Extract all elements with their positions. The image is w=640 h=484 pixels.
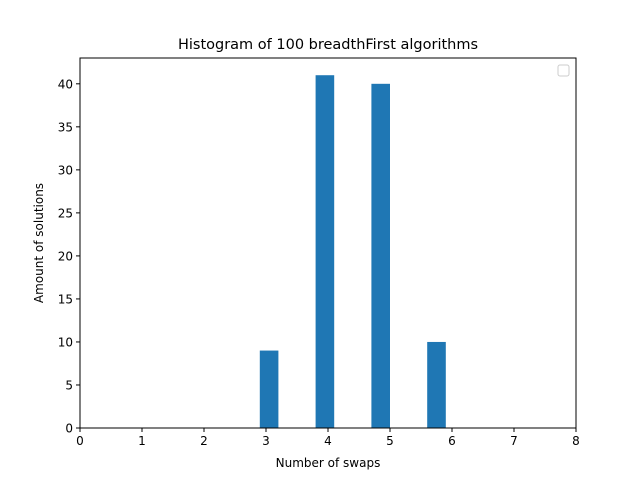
ticks-layer: 0 1 2 3 4 5 6 7 8 0 5 10 15 20 25 30 35 40 (58, 77, 580, 448)
y-tick-label: 25 (58, 206, 73, 220)
axes-frame (79, 57, 577, 429)
y-tick-label: 35 (58, 120, 73, 134)
x-axis-title: Number of swaps (276, 456, 381, 470)
legend (557, 64, 570, 77)
y-axis-title: Amount of solutions (32, 183, 46, 303)
x-tick-label: 3 (262, 434, 270, 448)
x-tick-label: 6 (448, 434, 456, 448)
histogram-bar (315, 75, 335, 429)
x-tick-label: 1 (138, 434, 146, 448)
legend-box (557, 64, 570, 77)
x-tick-label: 4 (324, 434, 332, 448)
y-tick-label: 40 (58, 77, 73, 91)
y-tick-label: 0 (65, 422, 73, 436)
y-tick-label: 20 (58, 249, 73, 263)
x-tick-label: 7 (510, 434, 518, 448)
chart-title: Histogram of 100 breadthFirst algorithms (178, 37, 478, 53)
x-tick-label: 8 (572, 434, 580, 448)
x-tick-label: 5 (386, 434, 394, 448)
y-tick-label: 30 (58, 163, 73, 177)
x-tick-label: 2 (200, 434, 208, 448)
y-tick-label: 5 (65, 378, 73, 392)
bars-layer (259, 75, 446, 429)
x-tick-label: 0 (76, 434, 84, 448)
histogram-bar (427, 341, 446, 428)
y-tick-label: 15 (58, 292, 73, 306)
histogram-bar (371, 83, 390, 428)
y-tick-label: 10 (58, 335, 73, 349)
histogram-bar (259, 350, 279, 428)
